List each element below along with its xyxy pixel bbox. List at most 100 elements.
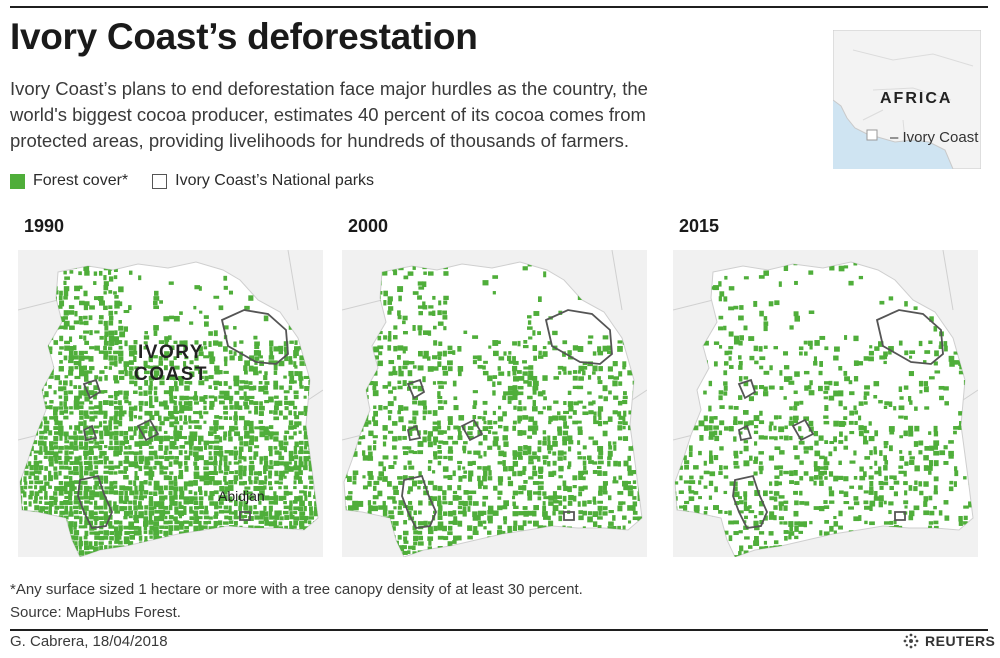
forest-patch <box>768 385 775 390</box>
forest-patch <box>148 400 153 406</box>
forest-patch <box>919 390 923 394</box>
forest-patch <box>189 371 195 378</box>
forest-patch <box>502 466 508 472</box>
forest-patch <box>88 461 93 466</box>
forest-patch <box>138 425 144 432</box>
forest-patch <box>98 295 104 302</box>
forest-patch <box>693 505 700 512</box>
forest-patch <box>748 545 753 549</box>
forest-patch <box>688 490 695 494</box>
forest-patch <box>218 450 224 457</box>
forest-patch <box>93 395 97 400</box>
forest-patch <box>809 345 813 350</box>
forest-patch <box>63 395 69 402</box>
forest-patch <box>588 436 594 440</box>
forest-patch <box>134 366 139 370</box>
forest-patch <box>98 350 104 354</box>
forest-patch <box>249 460 255 465</box>
forest-patch <box>392 370 398 376</box>
forest-patch <box>522 470 526 475</box>
forest-patch <box>58 490 64 496</box>
forest-patch <box>99 335 104 340</box>
forest-patch <box>562 436 568 442</box>
forest-patch <box>279 446 285 451</box>
forest-patch <box>118 286 124 293</box>
forest-patch <box>838 475 844 480</box>
forest-patch <box>289 525 294 531</box>
forest-patch <box>89 520 93 526</box>
forest-patch <box>502 451 507 458</box>
forest-patch <box>53 501 58 506</box>
forest-patch <box>728 365 734 369</box>
forest-patch <box>98 401 103 407</box>
forest-patch <box>269 460 273 465</box>
forest-patch <box>612 361 618 367</box>
forest-patch <box>78 395 82 399</box>
forest-patch <box>447 435 454 440</box>
forest-patch <box>78 496 84 500</box>
forest-patch <box>724 350 729 356</box>
forest-patch <box>418 510 422 515</box>
forest-patch <box>953 360 959 365</box>
forest-patch <box>362 485 368 490</box>
forest-patch <box>352 500 359 507</box>
forest-patch <box>759 520 764 525</box>
forest-patch <box>223 416 228 420</box>
forest-patch <box>74 375 81 380</box>
forest-patch <box>567 500 573 506</box>
forest-patch <box>613 445 617 451</box>
forest-patch <box>368 430 374 437</box>
forest-patch <box>373 410 379 417</box>
forest-patch <box>113 450 119 457</box>
forest-patch <box>108 366 112 370</box>
forest-patch <box>138 535 143 541</box>
forest-patch <box>38 465 44 471</box>
forest-patch <box>48 456 54 462</box>
forest-patch <box>289 521 293 526</box>
forest-patch <box>402 315 408 321</box>
forest-patch <box>828 486 833 491</box>
forest-patch <box>868 490 874 495</box>
forest-patch <box>844 335 848 340</box>
forest-patch <box>448 510 453 517</box>
forest-patch <box>522 345 529 349</box>
forest-patch <box>497 496 502 500</box>
forest-patch <box>403 346 408 351</box>
forest-patch <box>48 475 53 482</box>
forest-patch <box>248 470 253 476</box>
forest-patch <box>243 520 248 525</box>
forest-patch <box>784 425 788 430</box>
forest-patch <box>738 360 743 366</box>
forest-patch <box>133 390 138 394</box>
forest-patch <box>909 460 915 465</box>
forest-patch <box>123 460 130 464</box>
forest-patch <box>558 515 563 522</box>
inset-country-label: – Ivory Coast <box>890 129 979 146</box>
forest-patch <box>208 520 212 525</box>
forest-patch <box>258 370 262 374</box>
forest-patch <box>239 340 244 344</box>
forest-patch <box>733 455 739 459</box>
forest-patch <box>268 521 274 527</box>
forest-patch <box>809 476 814 482</box>
forest-patch <box>148 385 153 391</box>
forest-patch <box>552 435 557 441</box>
forest-patch <box>954 466 958 471</box>
forest-patch <box>148 365 154 369</box>
forest-patch <box>497 381 502 386</box>
forest-patch <box>507 390 514 396</box>
forest-patch <box>437 485 443 492</box>
forest-patch <box>769 365 773 371</box>
forest-patch <box>159 470 164 475</box>
forest-patch <box>763 540 768 545</box>
forest-patch <box>442 466 449 472</box>
forest-patch <box>93 476 99 480</box>
forest-patch <box>518 491 524 495</box>
forest-patch <box>168 505 173 511</box>
forest-patch <box>813 356 818 363</box>
forest-patch <box>168 436 174 440</box>
forest-patch <box>38 425 42 429</box>
forest-patch <box>239 475 243 480</box>
forest-patch <box>293 500 298 504</box>
forest-patch <box>144 510 148 516</box>
